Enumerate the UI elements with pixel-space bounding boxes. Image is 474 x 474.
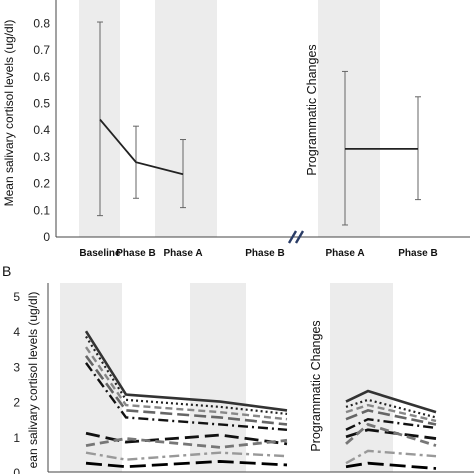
y-tick-label: 0 — [13, 466, 20, 474]
shaded-phase-2 — [318, 0, 380, 237]
y-tick-label: 0 — [43, 230, 50, 244]
series-8-line-segment-0 — [85, 460, 288, 469]
shaded-phase-1 — [190, 283, 246, 472]
axis-break-mark — [287, 230, 305, 244]
series-7-line-segment-1 — [345, 449, 437, 465]
series-4-line-segment-0 — [85, 362, 288, 431]
y-tick-label: 1 — [13, 431, 20, 445]
panel-b-label: B — [2, 263, 11, 279]
panel-b: 0 1 2 3 4 5 ean salivary cortisol levels (ug/d… — [13, 283, 474, 474]
y-tick-label: 0.3 — [33, 150, 50, 164]
series-5-line-segment-0 — [85, 431, 288, 446]
annotation-programmatic-changes: Programmatic Changes — [309, 320, 323, 451]
y-tick-label: 0.5 — [33, 96, 50, 110]
y-tick-label: 5 — [13, 290, 20, 304]
series-3-line-segment-0 — [84, 355, 288, 426]
shaded-phase-1 — [155, 0, 217, 237]
x-tick-label: Baseline — [79, 248, 121, 259]
shaded-phase-2 — [330, 283, 393, 472]
y-axis-title: Mean salivary cortisol levels (ug/dl) — [2, 20, 16, 207]
series-6-line-segment-0 — [85, 437, 288, 449]
annotation-programmatic-changes: Programmatic Changes — [305, 44, 319, 175]
series-7-line-segment-0 — [85, 451, 288, 461]
y-tick-label: 0.1 — [33, 203, 50, 217]
y-tick-label: 0.6 — [33, 70, 50, 84]
series-4-line-segment-1 — [345, 417, 437, 431]
series-2-line-segment-1 — [345, 403, 437, 423]
series-line-segment-0 — [99, 118, 184, 176]
y-tick-label: 0.2 — [33, 177, 50, 191]
x-tick-label: Phase B — [245, 248, 284, 259]
y-axis-title: ean salivary cortisol levels (ug/dl) — [26, 292, 40, 469]
x-tick-label: Phase A — [325, 248, 364, 259]
series-5-line-segment-1 — [345, 428, 437, 440]
x-tick-label: Phase A — [163, 248, 202, 259]
y-tick-label: 4 — [13, 325, 20, 339]
shaded-phase-0 — [60, 283, 122, 472]
y-tick-label: 0.7 — [33, 43, 50, 57]
y-tick-label: 3 — [13, 360, 20, 374]
x-tick-label: Phase B — [116, 248, 155, 259]
series-8-line-segment-1 — [345, 461, 437, 470]
x-tick-label: Phase B — [398, 248, 437, 259]
y-tick-label: 2 — [13, 396, 20, 410]
series-3-line-segment-1 — [345, 409, 437, 426]
y-tick-label: 0.4 — [33, 123, 50, 137]
series-6-line-segment-1 — [345, 422, 437, 447]
series-2-line-segment-0 — [85, 346, 288, 421]
y-tick-label: 0.8 — [33, 16, 50, 30]
series-0-line-segment-1 — [345, 389, 437, 414]
series-0-line-segment-0 — [84, 330, 288, 412]
